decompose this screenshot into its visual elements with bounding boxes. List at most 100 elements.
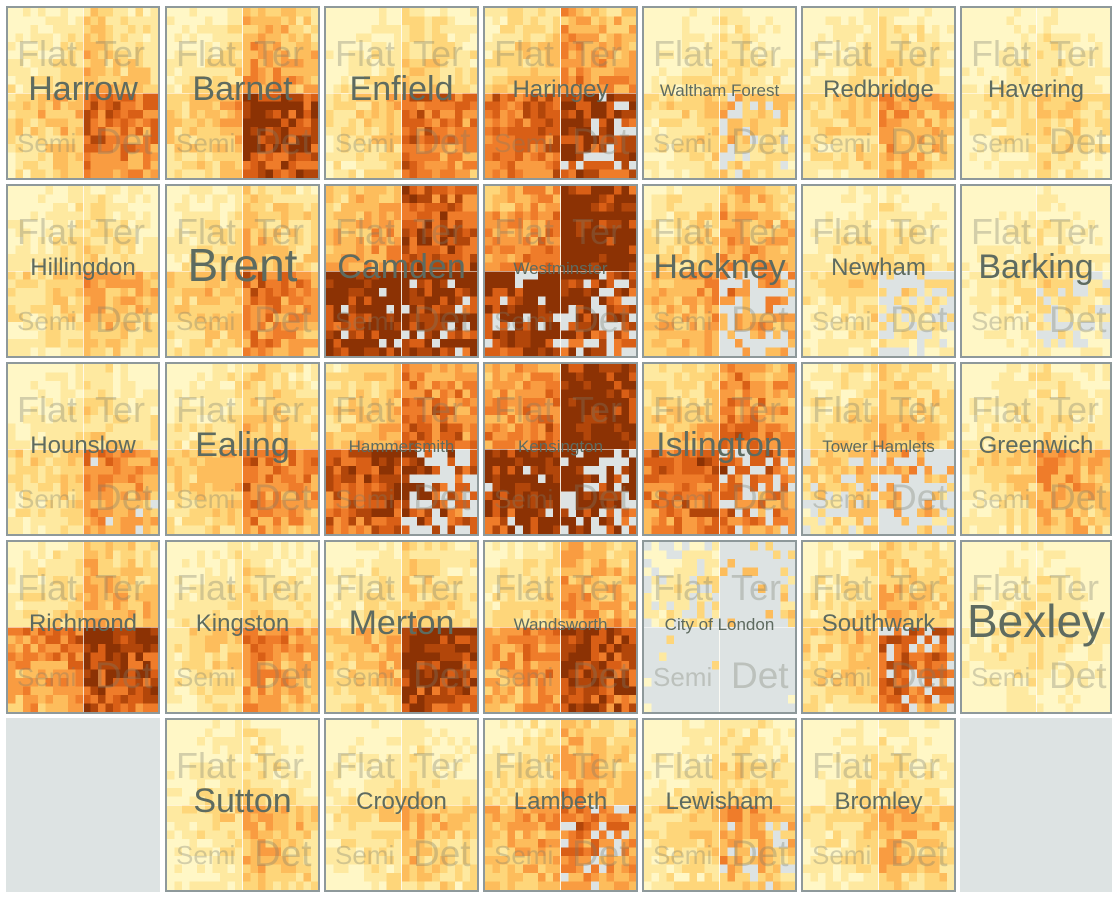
heat-tile [886,42,894,51]
heat-tile [150,33,158,42]
heat-tile [666,59,675,68]
heat-tile [257,313,266,322]
heat-tile [787,296,795,305]
heat-tile [469,161,477,170]
heat-tile [696,220,705,229]
heat-tile [674,127,682,136]
heat-tile [870,118,879,127]
heat-tile [772,228,780,237]
heat-tile [431,76,440,85]
heat-tile [848,50,856,59]
heat-tile [295,254,303,263]
heat-tile [704,220,712,229]
heat-tile [98,59,106,68]
heat-tile [120,144,128,153]
heat-tile [840,93,849,102]
heat-tile [15,59,23,68]
heat-tile [15,279,23,288]
heat-tile [45,50,53,59]
heat-tile [227,16,235,25]
heat-tile [143,211,151,220]
heat-tile [787,50,795,59]
heat-tile [886,161,894,170]
heat-tile [341,144,349,153]
heat-tile [976,59,985,68]
heat-tile [310,152,318,161]
heat-tile [999,8,1007,17]
heat-tile [38,347,46,356]
heat-tile [545,322,553,331]
heat-tile [356,16,364,25]
heat-tile [1087,8,1096,17]
heat-tile [326,203,334,212]
heat-tile [522,135,531,144]
borough-cell: Flat Ter Semi Det Westminster [483,184,638,358]
heat-tile [749,152,758,161]
heat-tile [454,313,462,322]
heat-tile [371,169,379,178]
heat-tile [333,305,342,314]
heat-tile [1043,127,1051,136]
heat-tile [287,296,296,305]
heat-tile [976,76,985,85]
heat-tile [515,186,523,195]
heat-tile [98,228,106,237]
heat-tile [265,50,273,59]
heat-tile [522,161,531,170]
heat-tile [227,228,235,237]
heat-tile [674,254,682,263]
heat-tile [628,93,636,102]
heat-tile [356,42,364,51]
heat-tile [515,254,523,263]
heat-tile [931,118,939,127]
heat-tile [167,42,175,51]
heat-tile [189,67,198,76]
heat-tile [757,127,765,136]
heat-tile [341,84,349,93]
heat-tile [295,8,303,17]
heat-tile [916,152,924,161]
heat-tile [446,220,455,229]
heat-tile [287,288,296,297]
heat-tile [439,25,447,34]
heat-tile [105,279,113,288]
heat-tile [545,8,553,17]
heat-tile [742,8,750,17]
heat-tile [651,279,660,288]
heat-tile [83,271,91,280]
heat-tile [326,42,334,51]
heat-tile [1102,16,1110,25]
heat-tile [23,67,31,76]
heat-tile [689,271,697,280]
heat-tile [749,194,758,203]
heat-tile [234,194,243,203]
heat-tile [212,288,220,297]
heat-tile [492,169,501,178]
heat-tile [779,118,788,127]
heat-tile [644,8,652,17]
heat-tile [333,76,342,85]
heat-tile [976,110,985,119]
heat-tile [522,322,531,331]
heat-tile [280,220,288,229]
heat-tile [1065,33,1073,42]
heat-tile [53,161,61,170]
heat-tile [757,211,765,220]
heat-tile [90,50,98,59]
heat-tile [681,186,690,195]
heat-tile [901,127,909,136]
heat-tile [401,228,410,237]
quadrant-det-tiles [401,93,477,178]
heat-tile [30,127,38,136]
heat-tile [583,152,591,161]
heat-tile [219,42,228,51]
heat-tile [855,25,864,34]
heat-tile [666,203,675,212]
heat-tile [68,339,76,348]
heat-tile [280,67,288,76]
heat-tile [23,330,31,339]
heat-tile [598,161,606,170]
heat-tile [326,296,334,305]
heat-tile [234,228,243,237]
heat-tile [560,296,569,305]
